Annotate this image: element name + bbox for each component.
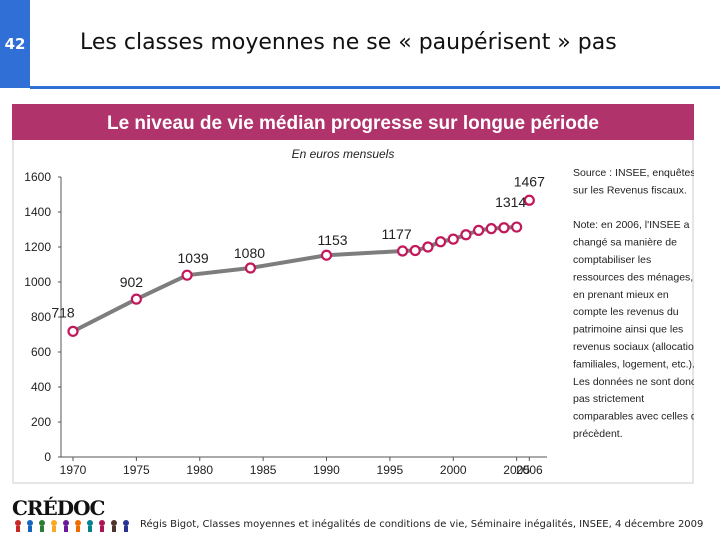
- data-labels: 718 902 1039 1080 1153 1177 1314 1467: [51, 173, 545, 320]
- chart-subtitle: En euros mensuels: [292, 147, 395, 161]
- data-point: [422, 241, 434, 253]
- note-line: comptabiliser les: [573, 254, 651, 266]
- x-tick-label: 1985: [250, 463, 277, 477]
- y-tick-label: 0: [44, 450, 51, 464]
- data-label: 718: [51, 304, 75, 320]
- data-point: [447, 233, 459, 245]
- footer-text: Régis Bigot, Classes moyennes et inégali…: [140, 519, 704, 530]
- data-point: [396, 245, 409, 257]
- slide-number: 42: [0, 0, 30, 88]
- note-line: changé sa manière de: [573, 237, 677, 249]
- data-point: [181, 269, 193, 281]
- x-tick-label: 1970: [60, 463, 87, 477]
- y-tick-label: 1600: [24, 170, 51, 184]
- y-tick-label: 1200: [24, 240, 51, 254]
- data-point: [473, 224, 485, 236]
- data-point: [460, 229, 472, 241]
- data-point: [320, 249, 333, 261]
- data-label: 1314: [495, 194, 526, 210]
- note-line: patrimoine ainsi que les: [573, 324, 683, 336]
- x-tick-label: 2000: [440, 463, 467, 477]
- header-rule: [30, 86, 720, 89]
- y-tick-label: 1400: [24, 205, 51, 219]
- x-tick-label: 1990: [313, 463, 340, 477]
- data-point: [523, 194, 535, 206]
- note-line: ressources des ménages,: [573, 271, 693, 283]
- note-line: Les données ne sont donc: [573, 376, 694, 388]
- data-point: [409, 244, 421, 257]
- data-label: 1039: [178, 250, 209, 266]
- x-tick-label: 2006: [516, 463, 543, 477]
- series-layer: [67, 194, 535, 337]
- data-label: 1177: [382, 226, 412, 242]
- chart-inner: [14, 106, 692, 482]
- data-point: [244, 262, 257, 274]
- data-point: [130, 293, 142, 305]
- y-tick-label: 600: [31, 345, 51, 359]
- x-tick-label: 2005: [503, 463, 530, 477]
- y-tick-label: 1000: [24, 275, 51, 289]
- chart: Le niveau de vie médian progresse sur lo…: [12, 104, 705, 484]
- x-tick-label: 1980: [186, 463, 213, 477]
- data-point: [485, 223, 497, 235]
- note-line: revenus sociaux (allocations: [573, 341, 694, 353]
- chart-title: Le niveau de vie médian progresse sur lo…: [107, 113, 599, 134]
- chart-title-banner: [12, 104, 694, 140]
- note-line: sur les Revenus fiscaux.: [573, 184, 687, 196]
- data-label: 1467: [514, 173, 545, 189]
- note-line: précèdent.: [573, 428, 623, 440]
- logo-text: CRÉDOC: [12, 496, 105, 520]
- y-tick-label: 200: [31, 415, 51, 429]
- data-point: [511, 221, 523, 233]
- x-tick-label: 1995: [377, 463, 404, 477]
- data-label: 1080: [234, 245, 265, 261]
- x-tick-label: 1975: [123, 463, 150, 477]
- slide-title: Les classes moyennes ne se « paupérisent…: [80, 30, 617, 55]
- data-point: [434, 236, 447, 248]
- note-line: compte les revenus du: [573, 306, 679, 318]
- source-note: Source : INSEE, enquêtes sur les Revenus …: [573, 167, 705, 440]
- logo-figures: [15, 520, 129, 532]
- note-line: comparables avec celles qui: [573, 411, 694, 423]
- y-tick-label: 400: [31, 380, 51, 394]
- note-line: en prenant mieux en: [573, 289, 669, 301]
- note-line: Note: en 2006, l'INSEE a: [573, 219, 690, 231]
- data-label: 1153: [317, 232, 347, 248]
- note-line: Source : INSEE, enquêtes: [573, 167, 694, 179]
- data-label: 902: [120, 274, 144, 290]
- note-line: familiales, logement, etc.).: [573, 358, 694, 370]
- credoc-logo: CRÉDOC: [12, 496, 129, 532]
- y-axis: 0 200 400 600 800 1000 1200 1400 1600: [24, 170, 62, 464]
- chart-frame: Le niveau de vie médian progresse sur lo…: [12, 104, 705, 484]
- y-tick-label: 800: [31, 310, 51, 324]
- data-point: [67, 325, 79, 337]
- data-point: [498, 222, 510, 234]
- note-line: pas strictement: [573, 393, 644, 405]
